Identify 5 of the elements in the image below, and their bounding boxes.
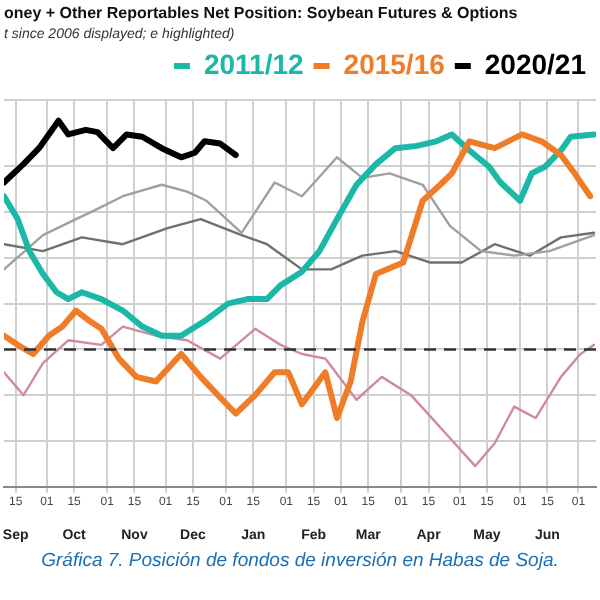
legend-label: 2020/21 xyxy=(484,47,587,80)
chart-title: oney + Other Reportables Net Position: Soybean Futures & Options xyxy=(4,4,519,23)
legend-label: 2015/16 xyxy=(343,47,446,80)
text: Gráfica 7. Posición de fondos de inversión en Habas de Soja. xyxy=(39,550,561,572)
legend-label: 2011/12 xyxy=(203,47,304,80)
